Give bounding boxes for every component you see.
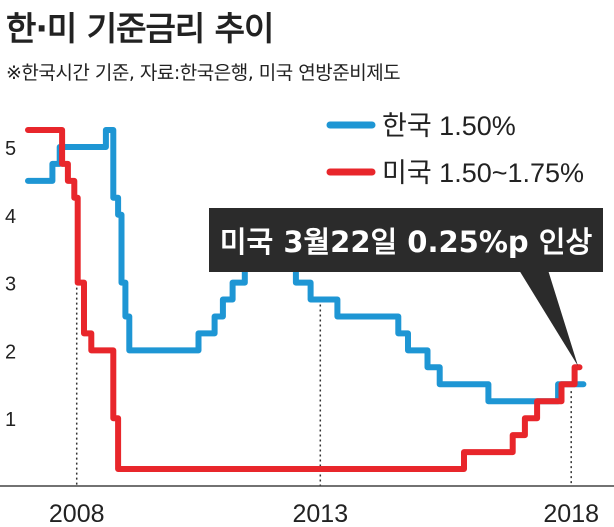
legend: 한국 1.50% 미국 1.50~1.75% xyxy=(326,111,584,188)
legend-korea-label: 한국 1.50% xyxy=(382,111,516,141)
callout-text: 미국 3월22일 0.25%p 인상 xyxy=(220,225,593,259)
y-tick-label: 4 xyxy=(5,206,16,228)
x-tick-labels: 2008 2013 2018 xyxy=(49,500,599,527)
y-tick-labels: 1 2 3 4 5 xyxy=(5,138,16,431)
y-tick-label: 2 xyxy=(5,341,16,363)
page-title: 한·미 기준금리 추이 xyxy=(6,9,274,48)
y-tick-label: 3 xyxy=(5,274,16,296)
guide-lines xyxy=(75,282,572,486)
series-line-us xyxy=(25,127,583,472)
x-tick-label: 2018 xyxy=(543,500,599,527)
callout-pointer xyxy=(519,270,578,366)
x-tick-label: 2008 xyxy=(49,500,105,527)
series-lines xyxy=(25,127,587,472)
x-tick-label: 2013 xyxy=(292,500,348,527)
annotation-callout: 미국 3월22일 0.25%p 인상 xyxy=(209,208,603,366)
series-line-korea xyxy=(25,127,587,405)
callout-box xyxy=(209,208,603,272)
y-tick-label: 1 xyxy=(5,409,16,431)
chart-source-note: ※한국시간 기준, 자료:한국은행, 미국 연방준비제도 xyxy=(6,62,401,84)
legend-us-label: 미국 1.50~1.75% xyxy=(382,158,584,188)
y-tick-label: 5 xyxy=(5,138,16,160)
